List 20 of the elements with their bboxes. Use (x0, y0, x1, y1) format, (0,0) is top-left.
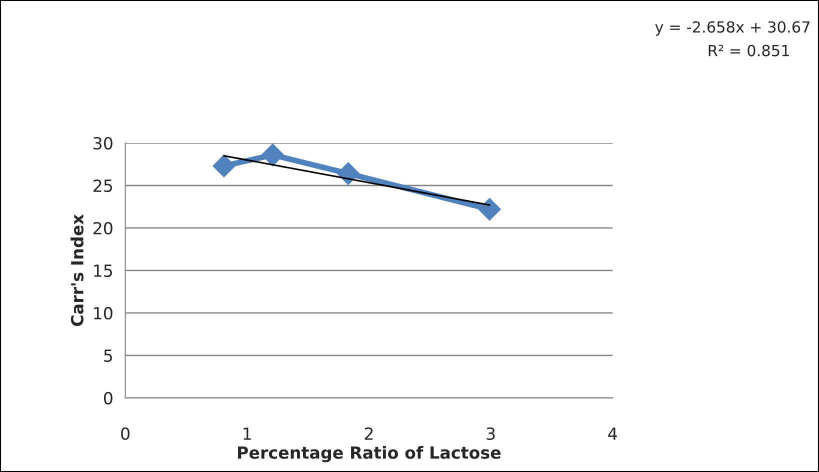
y-tick-label: 30 (94, 136, 112, 150)
text: R² = 0.851 (708, 44, 789, 56)
x-axis-title: Percentage Ratio of Lactose (238, 446, 501, 462)
y-tick-label: 15 (94, 264, 112, 278)
y-tick-label: 5 (104, 350, 112, 362)
x-tick-label: 2 (364, 427, 373, 440)
point (261, 144, 284, 166)
y-tick-label: 25 (94, 179, 112, 192)
point (212, 154, 236, 178)
y-tick-label: 10 (94, 306, 112, 320)
y-tick-label: 0 (104, 392, 112, 404)
x-tick-label: 4 (608, 428, 617, 440)
x-tick-label: 0 (121, 427, 130, 440)
y-tick-label: 20 (94, 222, 112, 235)
x-tick-label: 3 (486, 427, 495, 440)
y-axis-title: Carr's Index (70, 214, 84, 326)
text: y = -2.658x + 30.67 (655, 21, 810, 36)
x-tick-label: 1 (244, 428, 251, 440)
point (478, 198, 501, 221)
point (336, 162, 360, 185)
